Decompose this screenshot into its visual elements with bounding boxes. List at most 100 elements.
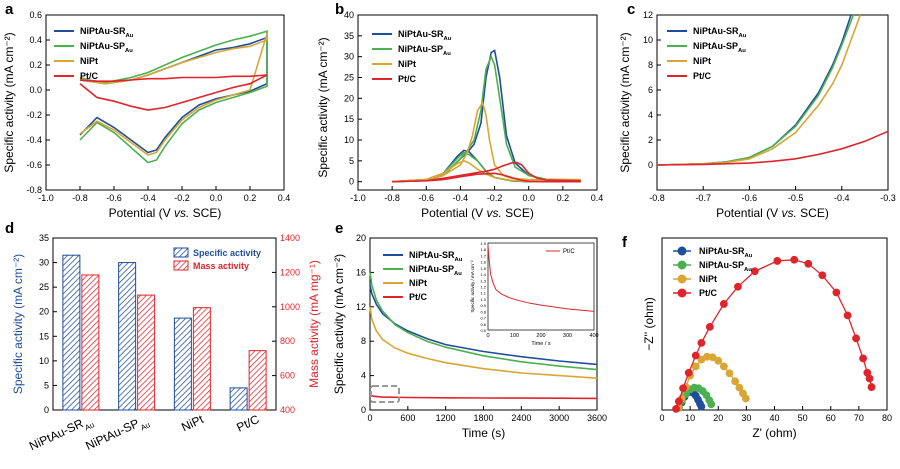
panel-e-legend-label: NiPt xyxy=(409,278,427,288)
panel-a-y-axis-label: Specific activity (mA cm⁻²) xyxy=(2,32,16,172)
panel-e-inset-ytick-label: 1.5 xyxy=(480,266,486,271)
panel-e-xtick-label: 3000 xyxy=(549,413,569,423)
panel-f-legend-marker xyxy=(677,260,687,270)
panel-a-legend-label: NiPtAu-SRAu xyxy=(80,26,134,39)
panel-b-xtick-label: 0.4 xyxy=(591,193,604,203)
panel-b-ytick-label: 35 xyxy=(344,31,354,41)
panel-f-xtick-label: 80 xyxy=(882,413,892,423)
panel-d-legend-label: Mass activity xyxy=(193,261,249,271)
panel-f-legend-label: Pt/C xyxy=(699,288,718,298)
panel-c-legend-label: NiPtAu-SRAu xyxy=(693,26,747,39)
panel-e-inset-ytick-label: 1.9 xyxy=(480,241,486,246)
panel-b-legend-label: NiPtAu-SPAu xyxy=(398,44,451,57)
panel-f-y-axis-label: −Z'' (ohm) xyxy=(642,297,656,351)
panel-a-ytick-label: -0.6 xyxy=(26,160,42,170)
panel-e-inset-frame xyxy=(487,242,595,331)
panel-a-xtick-label: 0.4 xyxy=(278,193,291,203)
panel-f-x-axis-label: Z' (ohm) xyxy=(752,426,796,440)
panel-e-inset-ytick-label: 1.6 xyxy=(480,260,486,265)
panel-c-panel-label: c xyxy=(627,1,635,18)
panel-f-point xyxy=(691,351,700,360)
panel-b-x-axis-label: Potential (V vs. SCE) xyxy=(421,206,534,220)
panel-c-ytick-label: 0 xyxy=(648,160,653,170)
panel-f-xtick-label: 10 xyxy=(685,413,695,423)
panel-c-ytick-label: 12 xyxy=(643,10,653,20)
panel-f-point xyxy=(691,362,700,371)
panel-f-point xyxy=(735,383,744,392)
panel-f-point xyxy=(679,384,687,393)
panel-a-legend-label: NiPt xyxy=(80,56,98,66)
panel-c-y-axis-label: Specific activity (mA cm⁻²) xyxy=(618,32,632,172)
panel-b-panel-label: b xyxy=(335,1,344,18)
panel-f-point xyxy=(725,369,734,378)
panel-c: -0.8 -0.7 -0.6 -0.5 -0.4 -0.3 0 2 4 6 8 10 12 NiPtAu-… xyxy=(618,1,896,220)
panel-d-ytick-label: 35 xyxy=(39,233,49,243)
panel-a-xtick-label: 0.0 xyxy=(210,193,223,203)
panel-d-y-axis-label: Specific activity (mA cm⁻²) xyxy=(11,254,25,394)
panel-f-point xyxy=(865,374,874,383)
panel-c-series-nipt xyxy=(657,15,862,166)
panel-e-inset-ytick-label: 1.4 xyxy=(480,272,486,277)
panel-b-xtick-label: 0.0 xyxy=(522,193,535,203)
panel-d-y2tick-label: 400 xyxy=(280,405,295,415)
panel-b-xtick-label: -0.6 xyxy=(419,193,435,203)
panel-d-y2tick-label: 800 xyxy=(280,336,295,346)
panel-e-xtick-label: 0 xyxy=(367,413,372,423)
panel-d-category-label: NiPtAu-SPAu xyxy=(83,412,151,456)
panel-e-inset-ytick-label: 1.7 xyxy=(480,253,486,258)
panel-f-legend-label: NiPt xyxy=(699,274,717,284)
panel-e-series-ptc xyxy=(369,393,598,400)
panel-d-ytick-label: 15 xyxy=(39,331,49,341)
panel-f-point xyxy=(731,377,740,386)
panel-e-legend-label: Pt/C xyxy=(409,292,428,302)
panel-e-xtick-label: 2400 xyxy=(511,413,531,423)
panel-c-ytick-label: 6 xyxy=(648,85,653,95)
panel-d-ytick-label: 10 xyxy=(39,356,49,366)
panel-d-bar-mass xyxy=(192,307,211,411)
panel-d-bar-specific xyxy=(173,317,192,411)
panel-d-ytick-label: 30 xyxy=(39,258,49,268)
panel-f-point xyxy=(708,353,717,362)
panel-e-inset-xtick-label: 400 xyxy=(589,333,598,339)
panel-e-inset-xtick-label: 200 xyxy=(536,333,545,339)
panel-d-bar-mass xyxy=(137,294,156,411)
panel-d-y2-axis-label: Mass activity (mA mg⁻¹) xyxy=(307,260,321,388)
panel-c-legend-label: NiPtAu-SPAu xyxy=(693,41,746,54)
panel-b-y-axis-label: Specific activity (mA cm⁻²) xyxy=(316,37,330,177)
panel-b-series-ptc xyxy=(392,161,581,183)
panel-b-ytick-label: 25 xyxy=(344,73,354,83)
panel-d-ytick-label: 5 xyxy=(44,380,49,390)
panel-e-y-axis-label: Specific activity (mA cm⁻²) xyxy=(332,254,346,394)
panel-f-point xyxy=(719,300,728,308)
panel-e-series-niptausr xyxy=(369,285,598,366)
panel-e-ytick-label: 4 xyxy=(361,371,366,381)
panel-f-panel-label: f xyxy=(622,234,628,251)
panel-c-xtick-label: -0.3 xyxy=(880,193,896,203)
panel-f-xtick-label: 70 xyxy=(854,413,864,423)
panel-a-series-niptausp xyxy=(79,30,268,164)
panel-f-point xyxy=(867,383,876,391)
panel-f-point xyxy=(697,339,706,347)
panel-f-legend-marker xyxy=(677,288,687,298)
panel-e-inset-x-label: Time / s xyxy=(531,341,551,347)
panel-e-xtick-label: 1200 xyxy=(436,413,456,423)
panel-b: -1.0 -0.8 -0.6 -0.4 -0.2 0.0 0.2 0.4 0 5 10 15 20 25 3… xyxy=(316,1,603,220)
panel-e-inset-ytick-label: 0.8 xyxy=(480,309,486,314)
panel-a-legend-label: NiPtAu-SPAu xyxy=(80,41,133,54)
panel-c-legend-label: Pt/C xyxy=(693,71,712,81)
panel-b-legend-label: NiPtAu-SRAu xyxy=(398,29,452,42)
panel-f-xtick-label: 30 xyxy=(741,413,751,423)
panel-a-xtick-label: 0.2 xyxy=(244,193,257,203)
panel-c-xtick-label: -0.7 xyxy=(695,193,711,203)
panel-d-y2tick-label: 1000 xyxy=(280,302,300,312)
panel-e-xtick-label: 1800 xyxy=(473,413,493,423)
panel-d-panel-label: d xyxy=(5,220,14,237)
panel-f-point xyxy=(705,322,714,331)
panel-e-ytick-label: 12 xyxy=(356,302,366,312)
panel-e-series-nipt xyxy=(369,306,598,379)
panel-d-category-label: Pt/C xyxy=(234,412,261,435)
panel-d-bar-specific xyxy=(118,262,137,411)
panel-e-ytick-label: 16 xyxy=(356,267,366,277)
panel-c-xtick-label: -0.5 xyxy=(788,193,804,203)
